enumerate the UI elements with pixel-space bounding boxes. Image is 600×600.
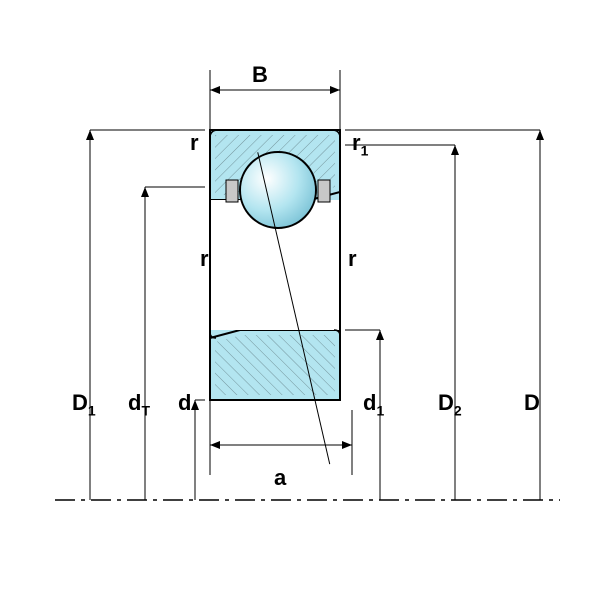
label-B: B [252, 62, 268, 88]
label-r1: r1 [352, 130, 368, 158]
label-r: r [190, 130, 199, 156]
label-dT: dT [128, 390, 150, 418]
label-d: d [178, 390, 191, 416]
label-a: a [274, 465, 286, 491]
label-D1: D1 [72, 390, 96, 418]
label-d1: d1 [363, 390, 384, 418]
label-D2: D2 [438, 390, 462, 418]
label-r: r [200, 246, 209, 272]
label-D: D [524, 390, 540, 416]
label-r: r [348, 246, 357, 272]
bearing-diagram [0, 0, 600, 600]
